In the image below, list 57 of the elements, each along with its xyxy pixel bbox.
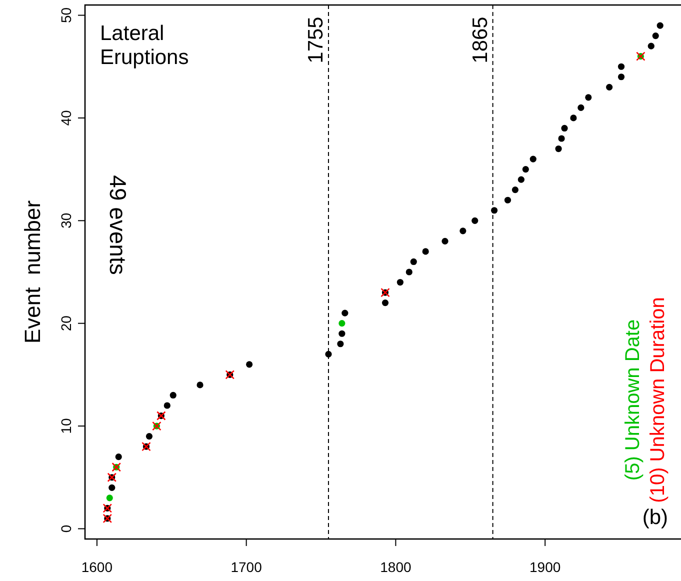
point xyxy=(410,258,417,266)
point xyxy=(490,207,498,214)
point xyxy=(518,176,524,183)
point xyxy=(406,268,412,276)
point xyxy=(460,228,466,234)
x-tick-label: 1600 xyxy=(81,559,113,575)
point xyxy=(422,248,429,255)
point xyxy=(578,104,584,111)
point xyxy=(648,42,654,50)
point xyxy=(196,382,204,388)
point xyxy=(164,402,170,409)
text: (10) Unknown Duration xyxy=(647,297,669,503)
point xyxy=(585,94,592,101)
point xyxy=(338,320,346,327)
point xyxy=(558,135,565,142)
point xyxy=(382,300,389,306)
point xyxy=(555,145,562,152)
annotation: (b) xyxy=(642,506,668,529)
point xyxy=(115,454,122,460)
point xyxy=(170,392,176,399)
point xyxy=(512,186,519,194)
annotation: 49 events xyxy=(105,175,131,275)
y-tick-label: 20 xyxy=(58,315,74,332)
point xyxy=(338,330,346,337)
point xyxy=(504,196,512,204)
x-tick-label: 1800 xyxy=(380,559,412,575)
y-tick-label: 10 xyxy=(58,418,74,434)
y-axis-title: Event number xyxy=(20,200,45,344)
point xyxy=(570,114,577,122)
point xyxy=(108,484,116,491)
annotation: Lateral Eruptions xyxy=(100,22,189,70)
y-tick-label: 50 xyxy=(58,7,74,24)
point xyxy=(618,63,625,70)
point xyxy=(325,350,332,358)
point xyxy=(246,361,253,368)
point xyxy=(522,166,529,173)
y-tick-label: 0 xyxy=(58,524,74,533)
y-tick-label: 30 xyxy=(58,212,74,228)
x-tick-label: 1900 xyxy=(530,559,561,575)
point xyxy=(342,310,348,316)
x-tick-label: 1700 xyxy=(230,559,262,575)
text: (5) Unknown Date xyxy=(622,319,644,481)
y-tick-label: 40 xyxy=(58,110,74,126)
ref-line-label: 1865 xyxy=(468,16,492,64)
point xyxy=(442,238,448,244)
point xyxy=(606,84,613,90)
point xyxy=(656,22,664,29)
point xyxy=(146,433,153,440)
point xyxy=(652,32,659,40)
point xyxy=(337,340,344,348)
point xyxy=(106,494,113,502)
point xyxy=(618,74,625,80)
point xyxy=(396,278,404,286)
point xyxy=(530,156,536,162)
point xyxy=(561,124,568,132)
ref-line-label: 1755 xyxy=(304,16,328,64)
point xyxy=(472,217,478,224)
